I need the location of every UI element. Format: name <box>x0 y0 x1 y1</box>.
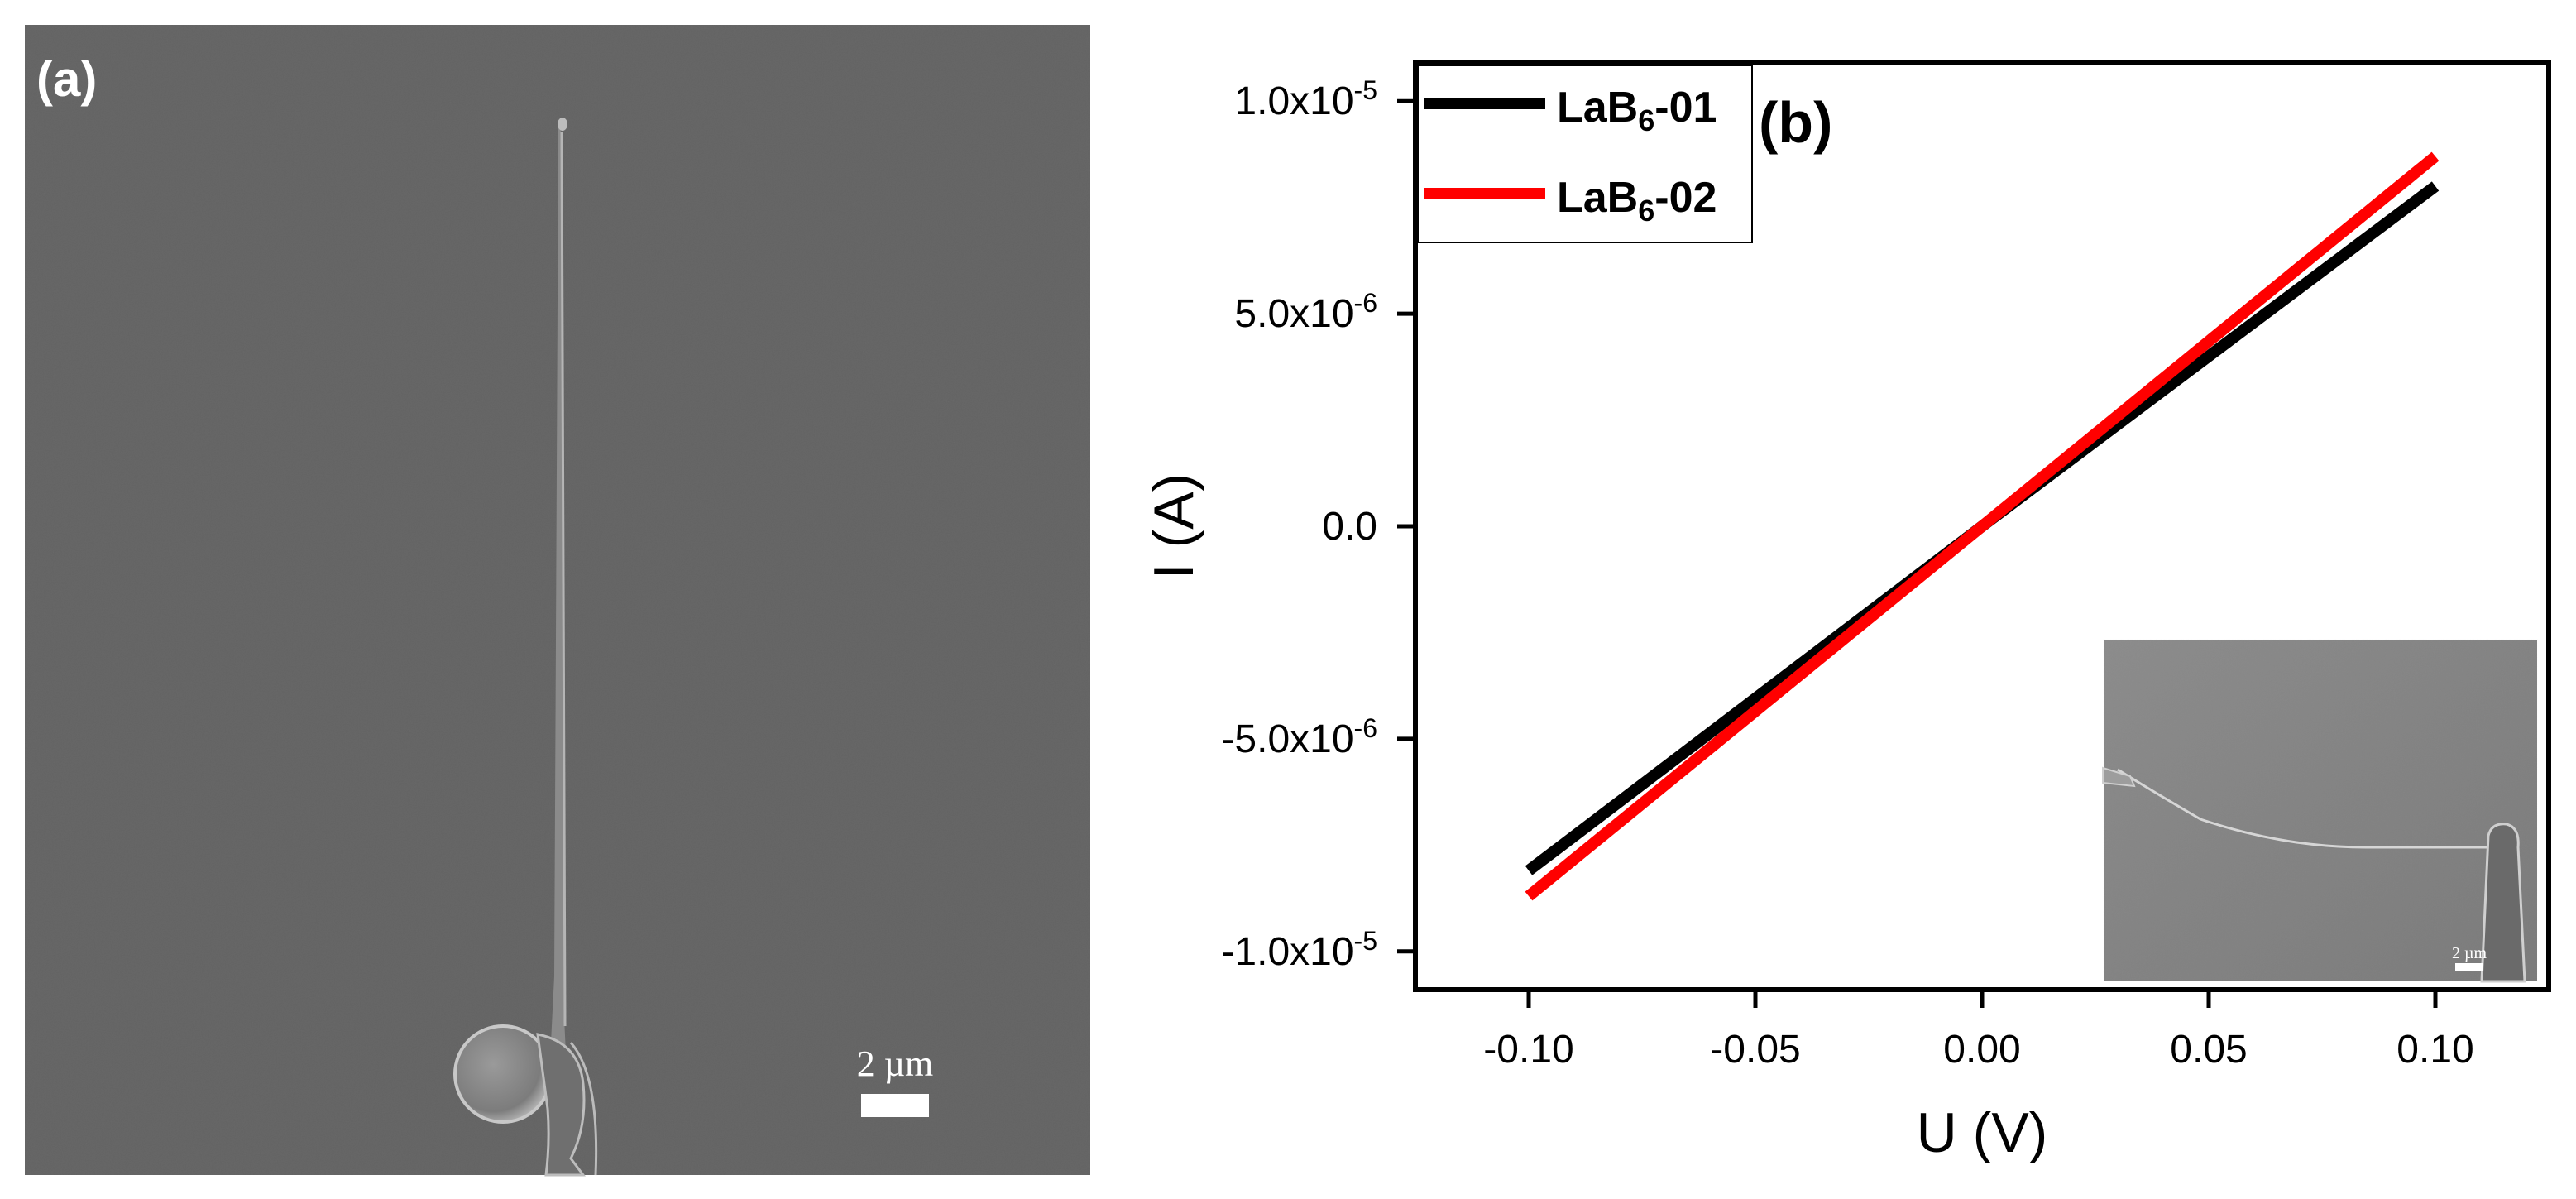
y-tick-label: 0.0 <box>1322 505 1377 549</box>
inset-probe <box>2480 823 2526 983</box>
legend-label-lab6-02: LaB6-02 <box>1557 174 1717 228</box>
panel-a-sem-image: (a) 2 µm <box>25 25 1090 1177</box>
y-tick-label: -5.0x10-6 <box>1221 713 1377 761</box>
panel-a-scale-label: 2 µm <box>857 1043 934 1084</box>
x-tick-label: 0.00 <box>1943 1028 2020 1072</box>
inset-nanowire <box>2117 768 2498 849</box>
y-tick-label: 5.0x10-6 <box>1234 288 1377 336</box>
series-layer <box>1525 151 2440 901</box>
x-tick-label: 0.05 <box>2170 1028 2247 1072</box>
legend-label-lab6-01: LaB6-01 <box>1557 84 1717 137</box>
inset-scale-bar <box>2455 963 2483 971</box>
panel-b-label: (b) <box>1759 90 1832 155</box>
inset-scale-label: 2 µm <box>2452 944 2487 962</box>
panel-a-scale-bar <box>861 1094 929 1117</box>
series-line-lab6-02 <box>1525 151 2440 901</box>
x-tick-label: -0.05 <box>1710 1028 1800 1072</box>
x-tick-label: 0.10 <box>2396 1028 2473 1072</box>
y-axis-title: I (A) <box>1142 473 1205 579</box>
x-axis-title: U (V) <box>1917 1101 2048 1164</box>
y-tick-label: 1.0x10-5 <box>1234 75 1377 123</box>
x-axis-ticks: -0.10 -0.05 0.00 0.05 0.10 <box>1483 990 2474 1072</box>
y-axis-ticks: -1.0x10-5 -5.0x10-6 0.0 5.0x10-6 1.0x10-5 <box>1221 75 1415 974</box>
panel-b-chart: -0.10 -0.05 0.00 0.05 0.10 -1.0x10-5 -5.0x10-… <box>1142 60 2551 1164</box>
panel-a-label: (a) <box>36 51 97 107</box>
y-tick-label: -1.0x10-5 <box>1221 926 1377 974</box>
legend-item-lab6-01: LaB6-01 <box>1424 84 1717 137</box>
legend-item-lab6-02: LaB6-02 <box>1424 174 1717 228</box>
legend: LaB6-01 LaB6-02 <box>1417 65 1753 243</box>
x-tick-label: -0.10 <box>1483 1028 1573 1072</box>
nanowire <box>549 118 571 1175</box>
tip-ball <box>453 1024 598 1177</box>
inset-sem-image: 2 µm <box>2102 638 2539 983</box>
legend-box <box>1417 65 1753 243</box>
